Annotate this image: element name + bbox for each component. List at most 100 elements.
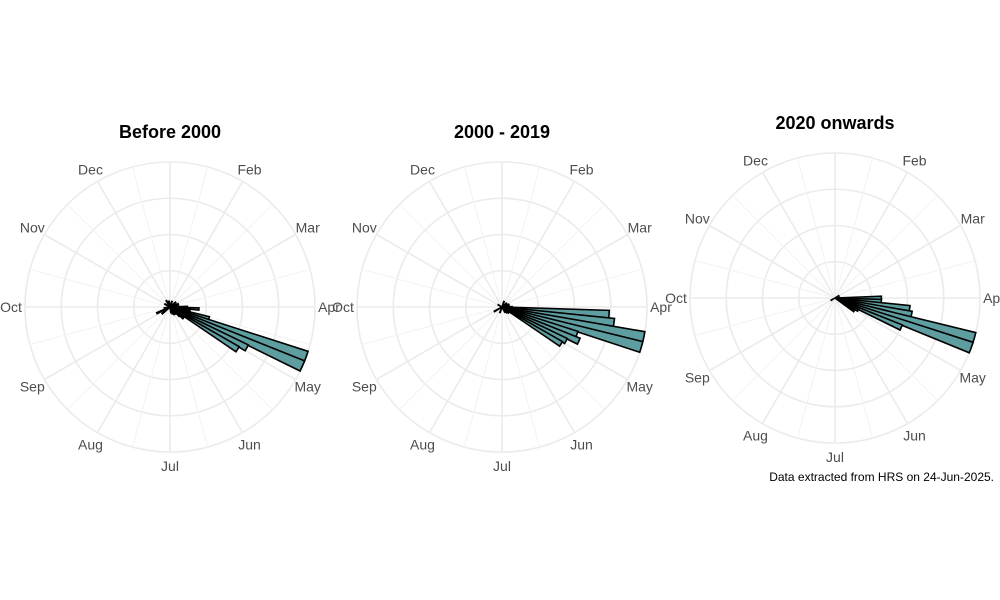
grid-spoke <box>501 268 643 308</box>
grid-spoke <box>796 297 836 439</box>
month-label-jun: Jun <box>238 437 261 453</box>
grid-spoke <box>67 306 171 410</box>
grid-spoke <box>29 306 171 346</box>
month-label-jun: Jun <box>903 428 926 444</box>
grid-spoke <box>29 268 171 308</box>
rose-bar <box>169 306 173 314</box>
grid-spoke <box>96 181 171 308</box>
rose-bar <box>501 303 510 308</box>
grid-spoke <box>131 306 171 448</box>
month-label-oct: Oct <box>332 299 354 315</box>
panel-title: 2020 onwards <box>775 113 894 133</box>
grid-spoke <box>834 297 938 401</box>
month-label-feb: Feb <box>237 161 261 177</box>
grid-spoke <box>376 306 503 381</box>
month-label-mar: Mar <box>296 220 320 236</box>
rose-bar <box>834 297 856 313</box>
grid-spoke <box>169 166 209 308</box>
grid-spoke <box>169 306 209 448</box>
grid-spoke <box>834 224 961 299</box>
grid-spoke <box>501 204 605 308</box>
grid-spoke <box>501 306 541 448</box>
rose-bar <box>169 306 241 353</box>
month-label-jul: Jul <box>161 458 179 474</box>
grid-spoke <box>501 181 576 308</box>
grid-spoke <box>501 233 628 308</box>
grid-spoke <box>428 181 503 308</box>
panel-2000-2019: Dec Feb Mar Apr May Jun Jul Aug Sep Oct Nov 2000 - … <box>332 122 672 474</box>
month-label-sep: Sep <box>352 379 377 395</box>
month-label-oct: Oct <box>665 290 687 306</box>
rose-bar <box>155 306 171 315</box>
month-label-apr: Apr <box>318 299 340 315</box>
grid-spoke <box>709 297 836 372</box>
grid-spoke <box>428 306 503 433</box>
grid-spoke <box>463 166 503 308</box>
month-label-dec: Dec <box>78 161 103 177</box>
grid-spoke <box>694 297 836 337</box>
month-label-sep: Sep <box>20 379 45 395</box>
month-label-aug: Aug <box>743 428 768 444</box>
grid-spoke <box>732 297 836 401</box>
grid-spoke <box>361 306 503 346</box>
grid-spoke <box>732 195 836 299</box>
grid-spoke <box>834 259 976 299</box>
panel-title: Before 2000 <box>119 122 221 142</box>
grid-spoke <box>501 306 605 410</box>
grid-spoke <box>501 166 541 308</box>
month-label-nov: Nov <box>352 220 377 236</box>
panel-2020-onwards: Dec Feb Mar Apr May Jun Jul Aug Sep Oct Nov 2020 on… <box>665 113 1000 465</box>
month-label-aug: Aug <box>78 437 103 453</box>
month-label-dec: Dec <box>410 161 435 177</box>
grid-spoke <box>169 204 273 308</box>
rose-bar <box>834 294 840 299</box>
grid-spoke <box>834 297 909 424</box>
rose-bar <box>501 306 507 314</box>
panel-title: 2000 - 2019 <box>454 122 550 142</box>
grid-spoke <box>463 306 503 448</box>
month-label-jun: Jun <box>570 437 593 453</box>
grid-spoke <box>761 297 836 424</box>
grid-spoke <box>834 297 874 439</box>
grid-spoke <box>44 233 171 308</box>
rose-bar <box>830 297 836 302</box>
month-label-feb: Feb <box>902 152 926 168</box>
grid-spoke <box>361 268 503 308</box>
month-label-nov: Nov <box>685 211 710 227</box>
month-label-jul: Jul <box>493 458 511 474</box>
grid-spoke <box>501 306 576 433</box>
rose-bar <box>501 306 564 348</box>
rose-bar <box>169 302 180 308</box>
rose-bar <box>498 306 503 314</box>
grid-spoke <box>169 233 296 308</box>
grid-spoke <box>96 306 171 433</box>
rose-bar <box>497 303 503 308</box>
month-label-feb: Feb <box>569 161 593 177</box>
grid-spoke <box>44 306 171 381</box>
grid-spoke <box>709 224 836 299</box>
grid-spoke <box>169 181 244 308</box>
month-label-jul: Jul <box>826 449 844 465</box>
grid-spoke <box>376 233 503 308</box>
month-label-apr: Apr <box>983 290 1000 306</box>
grid-spoke <box>67 204 171 308</box>
month-label-may: May <box>294 379 320 395</box>
month-label-dec: Dec <box>743 152 768 168</box>
grid-spoke <box>169 306 244 433</box>
grid-spoke <box>169 268 311 308</box>
month-label-sep: Sep <box>685 370 710 386</box>
grid-spoke <box>694 259 836 299</box>
grid-spoke <box>834 172 909 299</box>
grid-spoke <box>131 166 171 308</box>
month-label-oct: Oct <box>0 299 22 315</box>
month-label-mar: Mar <box>961 211 985 227</box>
month-label-apr: Apr <box>650 299 672 315</box>
rose-bar <box>493 306 503 313</box>
grid-spoke <box>834 157 874 299</box>
grid-spoke <box>399 204 503 308</box>
grid-spoke <box>834 195 938 299</box>
panel-before-2000: Dec Feb Mar Apr May Jun Jul Aug Sep Oct Nov Before … <box>0 122 340 474</box>
data-source-caption: Data extracted from HRS on 24-Jun-2025. <box>769 470 994 484</box>
month-label-may: May <box>626 379 652 395</box>
